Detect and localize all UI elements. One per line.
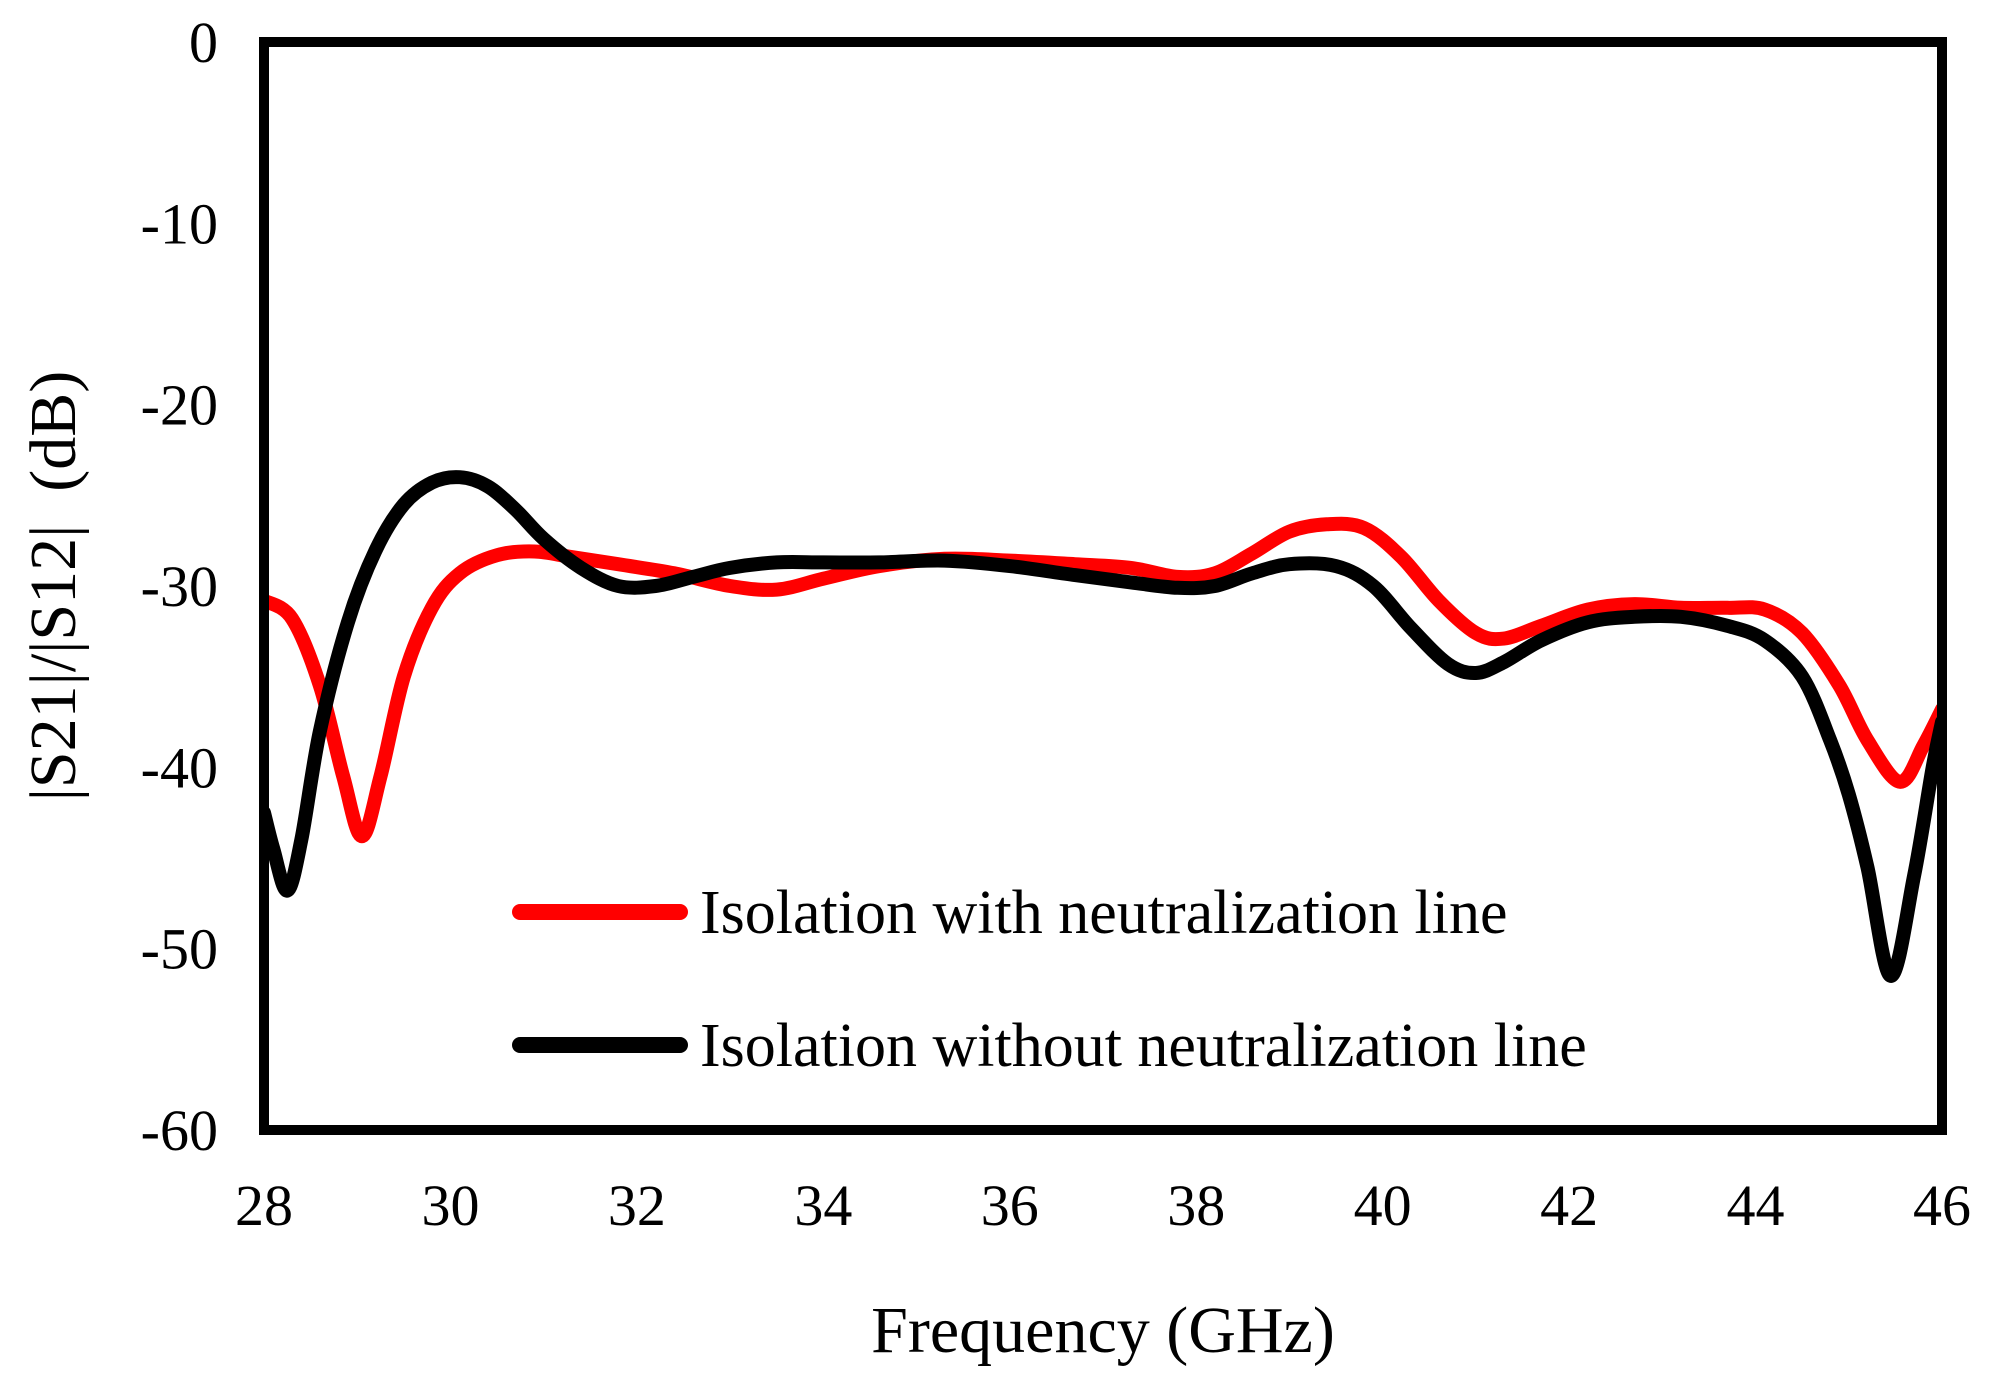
x-axis-ticks: 28 30 32 34 36 38 40 42 44 46 bbox=[235, 1173, 1971, 1238]
legend-label-2: Isolation without neutralization line bbox=[700, 1012, 1587, 1080]
y-axis-ticks: 0 -10 -20 -30 -40 -50 -60 bbox=[141, 10, 218, 1163]
x-tick-label: 30 bbox=[421, 1173, 479, 1238]
x-tick-label: 46 bbox=[1913, 1173, 1971, 1238]
y-tick-label: -40 bbox=[141, 735, 218, 800]
legend: Isolation with neutralization line Isolat… bbox=[512, 879, 1587, 1080]
y-tick-label: 0 bbox=[189, 10, 218, 75]
y-axis-title: |S21|/|S12| (dB) bbox=[17, 371, 90, 802]
x-tick-label: 42 bbox=[1540, 1173, 1598, 1238]
series-layer bbox=[264, 470, 1942, 983]
y-tick-label: -20 bbox=[141, 373, 218, 438]
legend-label-1: Isolation with neutralization line bbox=[700, 879, 1508, 947]
x-tick-label: 40 bbox=[1354, 1173, 1412, 1238]
y-tick-label: -30 bbox=[141, 554, 218, 619]
series-line-2 bbox=[264, 470, 1942, 983]
y-tick-label: -50 bbox=[141, 917, 218, 982]
y-tick-label: -10 bbox=[141, 191, 218, 256]
plot-area-frame bbox=[259, 37, 1947, 1135]
y-tick-label: -60 bbox=[141, 1098, 218, 1163]
x-tick-label: 32 bbox=[608, 1173, 666, 1238]
x-tick-label: 44 bbox=[1727, 1173, 1785, 1238]
x-tick-label: 36 bbox=[981, 1173, 1039, 1238]
series-line-1 bbox=[264, 516, 1942, 844]
x-tick-label: 34 bbox=[794, 1173, 852, 1238]
x-tick-label: 38 bbox=[1167, 1173, 1225, 1238]
x-axis-title: Frequency (GHz) bbox=[871, 1294, 1335, 1367]
x-tick-label: 28 bbox=[235, 1173, 293, 1238]
